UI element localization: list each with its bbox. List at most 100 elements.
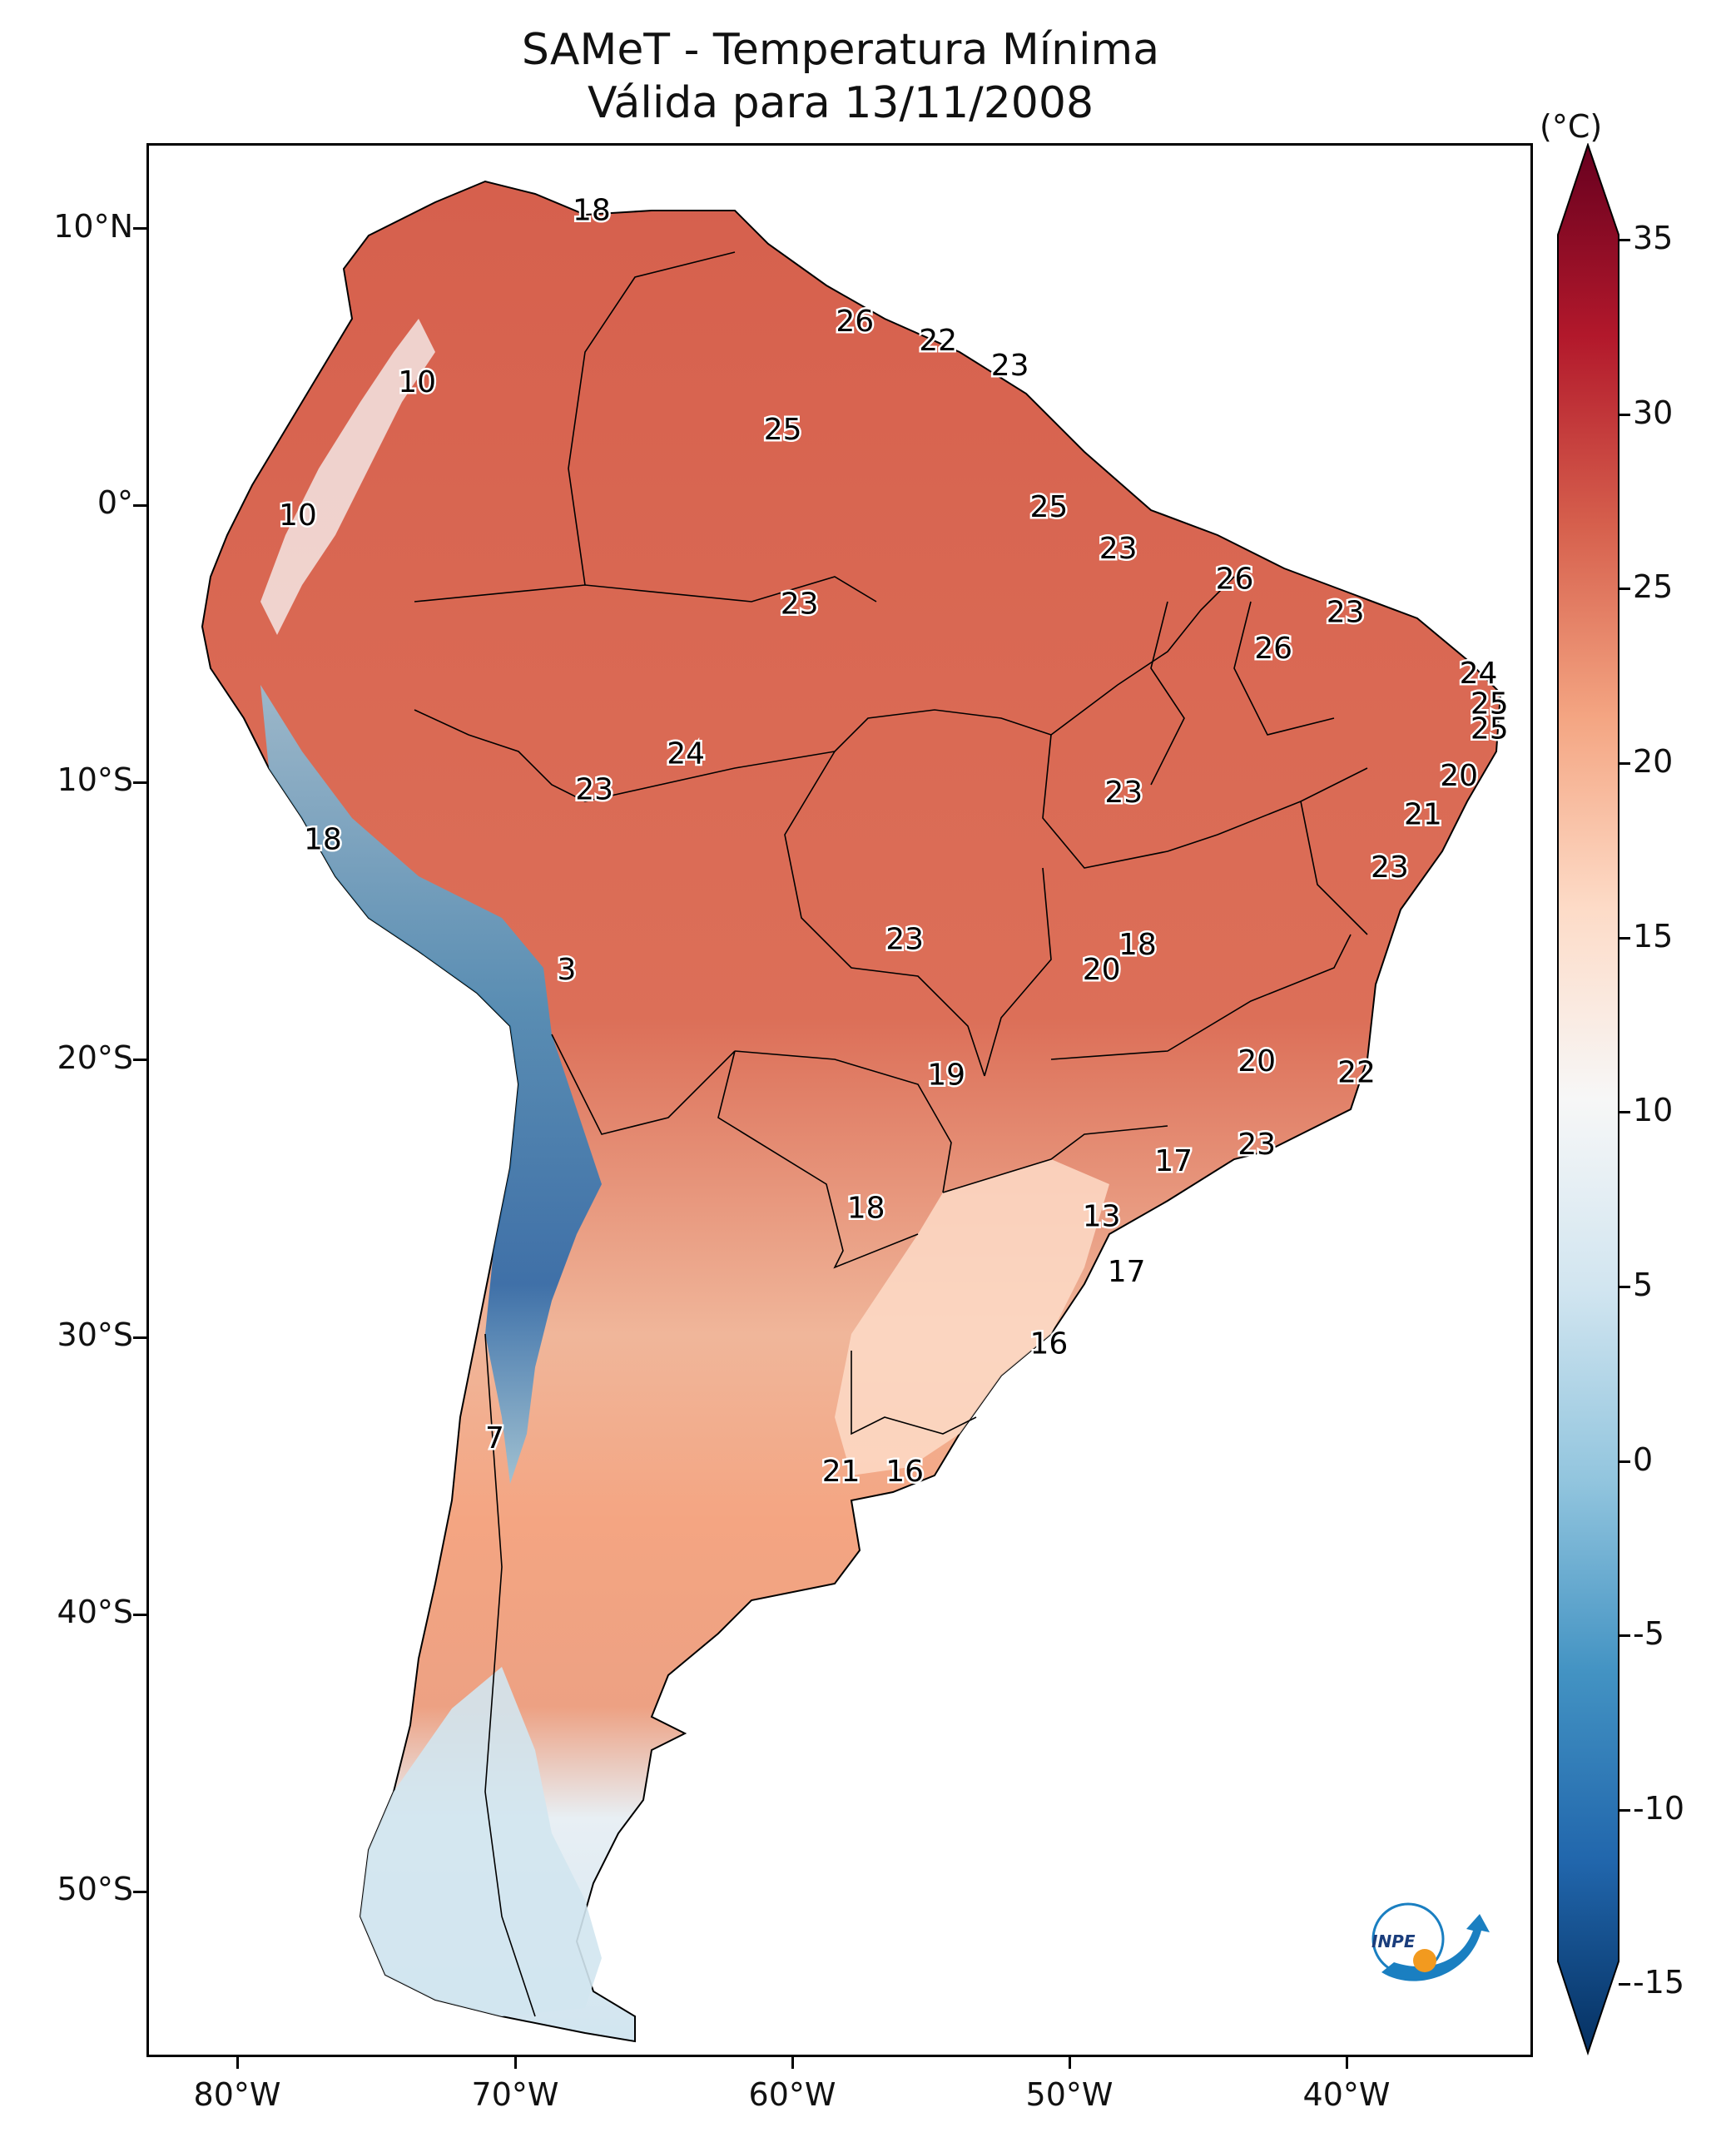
temperature-label: 17 [1108, 1255, 1146, 1289]
border-line [484, 1333, 536, 2017]
temperature-label: 25 [1029, 490, 1068, 524]
temperature-label: 23 [1371, 850, 1409, 885]
lat-label-40s: 40°S [57, 1594, 133, 1630]
colorbar [1557, 143, 1619, 2056]
temperature-label: 25 [764, 413, 802, 447]
title-line-1: SAMeT - Temperatura Mínima [521, 25, 1160, 75]
lon-label-70w: 70°W [471, 2076, 559, 2113]
colorbar-unit: (°C) [1540, 108, 1603, 145]
colorbar-label-minus5: -5 [1633, 1615, 1664, 1652]
colorbar-tick [1619, 1111, 1630, 1113]
border-line [784, 751, 985, 1077]
temperature-label: 23 [1327, 596, 1365, 630]
colorbar-label-25: 25 [1633, 568, 1674, 605]
lat-label-50s: 50°S [57, 1871, 133, 1907]
map-frame: 18 26 22 23 10 25 10 25 23 26 23 23 26 24 25 25 24 20 23 23… [146, 143, 1533, 2057]
temperature-label: 23 [885, 923, 924, 957]
lon-label-60w: 60°W [748, 2076, 836, 2113]
border-line [1050, 934, 1352, 1060]
temperature-label: 26 [836, 305, 874, 339]
colorbar-tick [1619, 937, 1630, 940]
temperature-label: 24 [1460, 657, 1498, 691]
lon-label-80w: 80°W [193, 2076, 281, 2113]
colorbar-body [1557, 143, 1619, 2056]
temperature-label: 16 [1029, 1327, 1068, 1361]
temperature-label: 13 [1083, 1200, 1121, 1234]
colorbar-label-0: 0 [1633, 1441, 1654, 1478]
border-line [851, 1351, 977, 1435]
temperature-label: 23 [1104, 776, 1143, 810]
border-line [1150, 601, 1185, 786]
border-line [568, 251, 736, 586]
colorbar-tick [1619, 239, 1630, 241]
northern-andes-cool-band [260, 319, 435, 635]
temperature-label: 23 [781, 588, 819, 622]
map-title: SAMeT - Temperatura Mínima Válida para 1… [150, 23, 1531, 130]
lat-label-0: 0° [97, 484, 133, 521]
lat-tick [133, 227, 146, 230]
andes-cold-band [260, 685, 602, 1484]
lat-label-10s: 10°S [57, 761, 133, 798]
colorbar-label-5: 5 [1633, 1267, 1654, 1303]
logo-swoosh [1381, 1914, 1490, 1981]
lat-label-20s: 20°S [57, 1039, 133, 1076]
temperature-label: 22 [919, 324, 957, 358]
lat-tick [133, 781, 146, 784]
temperature-label: 18 [573, 194, 611, 228]
colorbar-label-20: 20 [1633, 743, 1674, 780]
temperature-label: 23 [575, 773, 613, 807]
logo-sun [1413, 1949, 1436, 1972]
colorbar-tick [1619, 1460, 1630, 1463]
lat-tick [133, 1891, 146, 1893]
temperature-label: 10 [398, 365, 436, 399]
lon-label-40w: 40°W [1302, 2076, 1391, 2113]
border-line [717, 1050, 919, 1269]
temperature-label: 7 [485, 1421, 504, 1455]
border-line [984, 867, 1052, 1077]
border-line [1233, 601, 1335, 736]
border-line [551, 1034, 736, 1135]
colorbar-tick [1619, 1983, 1630, 1986]
colorbar-tick [1619, 414, 1630, 416]
south-america-landmass [201, 180, 1502, 2043]
colorbar-label-35: 35 [1633, 220, 1674, 256]
logo-orbit [1371, 1902, 1445, 1976]
temperature-label: 23 [991, 349, 1029, 383]
lat-label-30s: 30°S [57, 1316, 133, 1353]
lat-label-10n: 10°N [53, 208, 133, 245]
southern-brazil-cool-region [835, 1159, 1109, 1475]
patagonia-cold-region [360, 1667, 602, 2016]
logo-text: INPE [1371, 1931, 1416, 1951]
temperature-label: 26 [1254, 632, 1292, 666]
temperature-label: 18 [1118, 928, 1157, 962]
border-line [1050, 576, 1235, 736]
lon-tick [791, 2057, 794, 2069]
temperature-label: 20 [1440, 759, 1478, 793]
temperature-label: 3 [557, 953, 576, 987]
colorbar-tick [1619, 1809, 1630, 1812]
lon-tick [1069, 2057, 1071, 2069]
border-line [942, 1125, 1168, 1193]
temperature-label: 17 [1154, 1144, 1193, 1178]
lon-tick [236, 2057, 239, 2069]
title-line-2: Válida para 13/11/2008 [587, 78, 1094, 128]
temperature-label: 10 [279, 498, 317, 533]
temperature-label: 18 [847, 1192, 885, 1226]
temperature-label: 22 [1337, 1055, 1376, 1089]
lat-tick [133, 1336, 146, 1339]
colorbar-label-15: 15 [1633, 918, 1674, 955]
lat-tick [133, 1614, 146, 1616]
border-line [734, 1050, 952, 1193]
temperature-label: 23 [1099, 532, 1138, 566]
colorbar-tick [1619, 762, 1630, 765]
border-line [414, 576, 877, 602]
colorbar-label-10: 10 [1633, 1092, 1674, 1128]
temperature-label: 20 [1238, 1044, 1276, 1078]
inpe-logo: INPE [1371, 1902, 1490, 1981]
temperature-label: 24 [667, 736, 705, 771]
colorbar-tick [1619, 1286, 1630, 1288]
temperature-label: 25 [1471, 712, 1509, 746]
lon-label-50w: 50°W [1025, 2076, 1114, 2113]
border-line [834, 709, 1052, 752]
